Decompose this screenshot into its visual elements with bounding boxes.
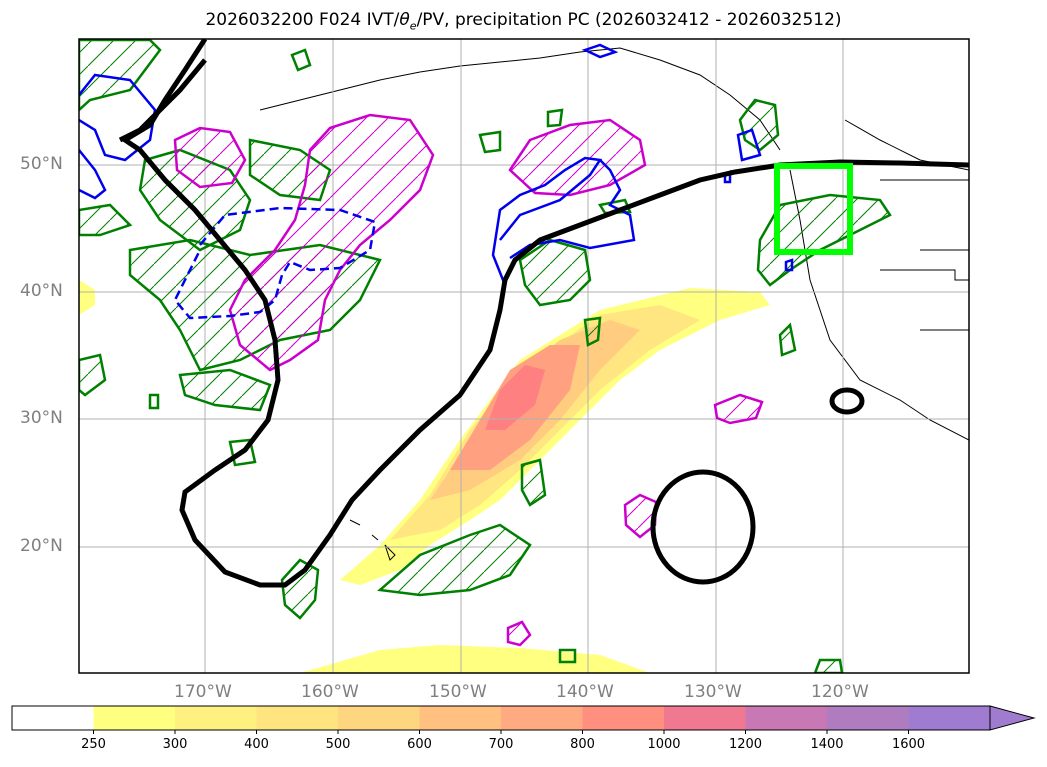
- colorbar-tick-label: 400: [244, 737, 269, 752]
- lon-label-160w: 160°W: [301, 682, 359, 702]
- lon-label-140w: 140°W: [556, 682, 614, 702]
- colorbar-segment: [175, 706, 257, 730]
- colorbar-extend-arrow: [989, 705, 1036, 731]
- lat-label-20: 20°N: [20, 536, 63, 556]
- pv-blue-contours: [79, 43, 794, 286]
- theta-small-contours: [148, 48, 632, 664]
- colorbar-segment: [93, 706, 176, 730]
- colorbar: [11, 705, 1036, 734]
- ivt-shading: [79, 280, 770, 673]
- colorbar-tick-label: 700: [488, 737, 514, 752]
- lat-label-40: 40°N: [20, 281, 63, 301]
- black-closed-contour: [650, 469, 756, 585]
- colorbar-segment: [827, 706, 909, 730]
- colorbar-segment: [501, 706, 583, 730]
- colorbar-tick-label: 300: [162, 737, 188, 752]
- lon-label-150w: 150°W: [429, 682, 487, 702]
- ivt-250-band: [340, 288, 770, 585]
- ivt-250-west: [79, 280, 95, 315]
- lon-label-170w: 170°W: [174, 682, 232, 702]
- colorbar-tick-label: 800: [570, 737, 595, 752]
- colorbar-tick-label: 250: [81, 737, 106, 752]
- pv-magenta-contours: [173, 113, 764, 647]
- colorbar-segment: [908, 706, 991, 730]
- colorbar-tick-label: 600: [407, 737, 432, 752]
- colorbar-segment: [419, 706, 502, 730]
- colorbar-tick-label: 1600: [891, 737, 926, 752]
- lon-label-130w: 130°W: [684, 682, 742, 702]
- lon-label-120w: 120°W: [811, 682, 869, 702]
- lat-label-30: 30°N: [20, 408, 63, 428]
- black-small-contour: [829, 387, 865, 415]
- colorbar-segment: [664, 706, 746, 730]
- region-box: [774, 163, 853, 255]
- colorbar-tick-label: 1400: [810, 737, 844, 752]
- colorbar-segment: [12, 706, 94, 730]
- plot-frame: [78, 38, 970, 674]
- colorbar-segment: [745, 706, 828, 730]
- colorbar-tick-label: 1000: [647, 737, 681, 752]
- colorbar-segment: [256, 706, 339, 730]
- ivt-250-south: [300, 645, 650, 673]
- colorbar-tick-label: 1200: [728, 737, 763, 752]
- plot-area: [79, 39, 969, 673]
- ivt-1000-band: [485, 365, 545, 430]
- black-contours: [118, 39, 969, 588]
- colorbar-segment: [338, 706, 420, 730]
- map-title: 2026032200 F024 IVT/θe/PV, precipitation…: [205, 10, 842, 33]
- colorbar-tick-label: 500: [325, 737, 351, 752]
- lat-label-50: 50°N: [20, 154, 63, 174]
- pv-blue-dashed: [173, 206, 377, 320]
- colorbar-segment: [582, 706, 665, 730]
